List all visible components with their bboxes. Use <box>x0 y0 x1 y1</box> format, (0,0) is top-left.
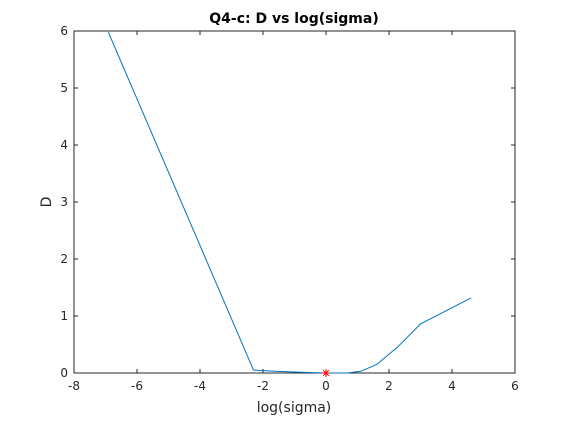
series-group <box>107 31 472 374</box>
y-tick-label: 1 <box>60 309 68 323</box>
x-tick-label: 4 <box>448 379 456 393</box>
marker-group <box>322 369 330 377</box>
y-tick-label: 0 <box>60 366 68 380</box>
x-axis-label: log(sigma) <box>257 400 332 416</box>
y-tick-label: 3 <box>60 195 68 209</box>
y-tick-label: 5 <box>60 81 68 95</box>
min-point-marker <box>322 369 330 377</box>
x-tick-label: -6 <box>131 379 143 393</box>
y-tick-label: 4 <box>60 138 68 152</box>
axis-ticks <box>73 30 516 374</box>
chart-title: Q4-c: D vs log(sigma) <box>209 11 378 27</box>
plot-area <box>73 30 516 374</box>
x-tick-label: 2 <box>385 379 393 393</box>
x-tick-label: -4 <box>194 379 206 393</box>
y-tick-label: 2 <box>60 252 68 266</box>
y-tick-label: 6 <box>60 24 68 38</box>
x-tick-label: -2 <box>257 379 269 393</box>
y-axis-label: D <box>39 197 55 208</box>
axis-tick-labels: -8 -6 -4 -2 0 2 4 6 0 1 2 3 4 5 6 <box>60 24 518 393</box>
x-tick-label: -8 <box>68 379 80 393</box>
x-tick-label: 6 <box>511 379 519 393</box>
x-tick-label: 0 <box>322 379 330 393</box>
series-line-0 <box>107 31 472 374</box>
